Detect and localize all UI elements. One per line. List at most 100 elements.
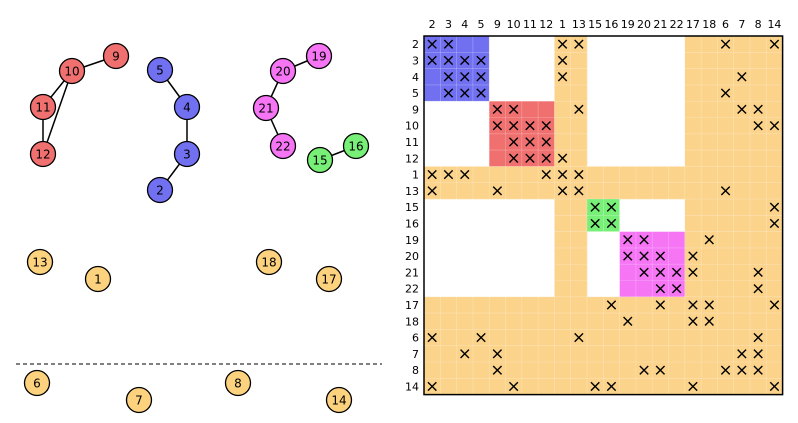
matrix-band-cell xyxy=(717,329,734,346)
matrix-band-cell xyxy=(750,52,767,69)
matrix-band-cell xyxy=(538,378,555,395)
matrix-band-cell xyxy=(472,166,490,183)
matrix-entry-mark xyxy=(525,137,535,147)
matrix-band-cell xyxy=(750,84,767,102)
matrix-entry-mark xyxy=(557,153,568,163)
matrix-band-cell xyxy=(717,117,734,135)
matrix-band-cell xyxy=(521,313,539,330)
matrix-entry-mark xyxy=(753,365,763,375)
matrix-band-cell xyxy=(554,231,571,249)
matrix-band-cell xyxy=(701,166,718,183)
matrix-band-cell xyxy=(554,101,571,118)
matrix-band-cell xyxy=(701,101,718,118)
graph-node: 16 xyxy=(342,132,370,160)
matrix-band-cell xyxy=(717,150,734,167)
matrix-band-cell xyxy=(603,329,620,346)
matrix-entry-mark xyxy=(476,72,486,82)
matrix-band-cell xyxy=(766,182,783,200)
matrix-band-cell xyxy=(472,378,490,395)
matrix-column-label: 12 xyxy=(539,18,553,31)
matrix-band-cell xyxy=(472,296,490,314)
matrix-band-cell xyxy=(505,166,523,183)
matrix-band-cell xyxy=(472,182,490,200)
graph-node-circle xyxy=(58,57,86,85)
matrix-band-cell xyxy=(733,52,751,69)
matrix-band-cell xyxy=(766,247,783,265)
matrix-row-label: 22 xyxy=(405,283,419,296)
matrix-band-cell xyxy=(701,84,718,102)
matrix-entry-mark xyxy=(688,381,698,392)
graph-node-label: 12 xyxy=(35,147,50,161)
matrix-band-cell xyxy=(766,84,783,102)
matrix-band-cell xyxy=(554,345,571,363)
matrix-band-cell xyxy=(521,329,539,346)
matrix-band-cell xyxy=(554,329,571,346)
matrix-band-cell xyxy=(684,345,702,363)
matrix-band-cell xyxy=(750,231,767,249)
graph-node-label: 1 xyxy=(94,272,102,286)
graph-node: 10 xyxy=(58,57,86,85)
matrix-band-cell xyxy=(750,182,767,200)
matrix-band-cell xyxy=(701,247,718,265)
matrix-column-label: 2 xyxy=(429,18,436,31)
matrix-entry-mark xyxy=(720,88,731,98)
matrix-band-cell xyxy=(635,378,653,395)
graph-node-circle xyxy=(125,386,153,414)
matrix-entry-mark xyxy=(508,104,519,115)
matrix-entry-mark xyxy=(753,104,763,115)
matrix-band-cell xyxy=(440,182,457,200)
matrix-entry-mark xyxy=(639,235,649,245)
matrix-band-cell xyxy=(684,280,702,298)
matrix-band-cell xyxy=(570,296,588,314)
matrix-column-label: 19 xyxy=(621,18,635,31)
matrix-band-cell xyxy=(521,345,539,363)
graph-node-circle xyxy=(252,94,280,122)
graph-node-circle xyxy=(255,248,283,276)
matrix-entry-mark xyxy=(460,55,470,66)
matrix-band-cell xyxy=(521,166,539,183)
matrix-frame xyxy=(423,35,784,396)
matrix-band-cell xyxy=(684,231,702,249)
matrix-band-cell xyxy=(766,231,783,249)
matrix-band-cell xyxy=(489,313,506,330)
matrix-band-cell xyxy=(733,231,751,249)
matrix-entry-mark xyxy=(590,202,600,212)
graph-node-circle xyxy=(269,132,297,160)
graph-node: 17 xyxy=(315,265,343,293)
matrix-entry-mark xyxy=(688,267,698,278)
matrix-column-label: 1 xyxy=(559,18,566,31)
matrix-entry-mark xyxy=(460,169,470,180)
matrix-band-cell xyxy=(684,150,702,167)
matrix-band-cell xyxy=(635,345,653,363)
graph-node-label: 16 xyxy=(348,139,363,153)
matrix-band-cell xyxy=(750,36,767,53)
matrix-band-cell xyxy=(505,329,523,346)
graph-node-label: 8 xyxy=(234,376,242,390)
graph-node-label: 3 xyxy=(183,147,191,161)
matrix-entry-mark xyxy=(606,218,617,229)
matrix-entry-mark xyxy=(557,55,568,66)
matrix-column-label: 18 xyxy=(702,18,716,31)
matrix-band-cell xyxy=(521,296,539,314)
matrix-entry-mark xyxy=(769,120,780,131)
matrix-band-cell xyxy=(570,313,588,330)
matrix-band-cell xyxy=(668,166,686,183)
matrix-row-label: 21 xyxy=(405,266,419,279)
matrix-band-cell xyxy=(521,182,539,200)
matrix-band-cell xyxy=(554,313,571,330)
matrix-entry-mark xyxy=(476,332,486,343)
matrix-band-cell xyxy=(733,247,751,265)
graph-node-circle xyxy=(102,42,130,70)
matrix-entry-mark xyxy=(623,316,633,326)
matrix-entry-mark xyxy=(541,137,551,147)
matrix-band-cell xyxy=(701,264,718,281)
matrix-band-cell xyxy=(733,36,751,53)
matrix-entry-mark xyxy=(671,267,682,278)
matrix-entry-mark xyxy=(525,153,535,163)
matrix-band-cell xyxy=(570,280,588,298)
matrix-column-label: 13 xyxy=(572,18,586,31)
graph-node-label: 22 xyxy=(275,139,290,153)
matrix-band-cell xyxy=(587,329,604,346)
matrix-entry-mark xyxy=(720,39,731,49)
matrix-band-cell xyxy=(440,313,457,330)
